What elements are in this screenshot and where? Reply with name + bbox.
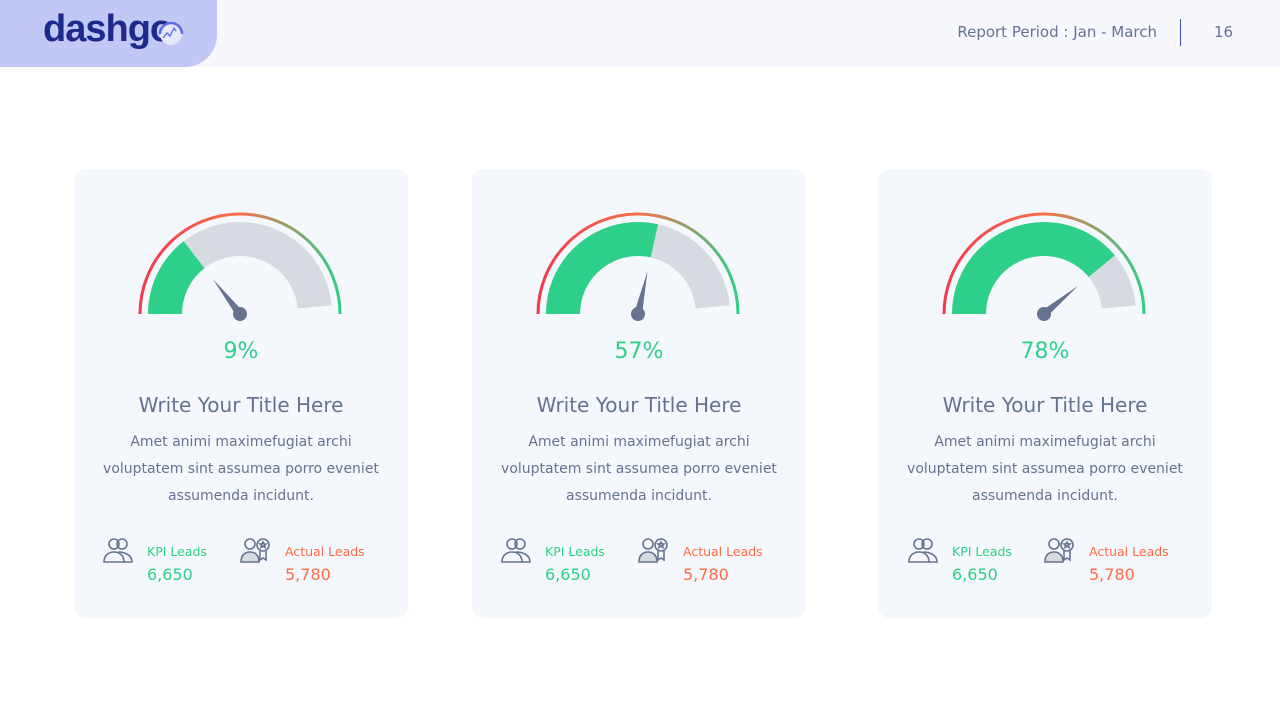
gauge-outer-arc <box>138 212 342 315</box>
gauge-needle <box>213 279 244 317</box>
users-award-icon <box>638 538 668 563</box>
kpi-value: 6,650 <box>147 565 193 584</box>
kpi-card: 57% Write Your Title Here Amet animi max… <box>472 169 806 618</box>
gauge-percent: 9% <box>223 339 259 364</box>
gauge-fill <box>546 222 659 314</box>
header-divider <box>1180 19 1181 46</box>
kpi-label: KPI Leads <box>952 544 1012 559</box>
gauge-needle-hub <box>233 307 247 321</box>
gauge-track <box>183 221 332 309</box>
gauge-needle <box>1041 285 1078 318</box>
actual-value: 5,780 <box>285 565 331 584</box>
report-period: Report Period : Jan - March <box>957 23 1157 41</box>
kpi-label: KPI Leads <box>545 544 605 559</box>
card-description: Amet animi maximefugiat archi voluptatem… <box>501 434 777 504</box>
kpi-value: 6,650 <box>952 565 998 584</box>
kpi-card: 78% Write Your Title Here Amet animi max… <box>878 169 1212 618</box>
actual-label: Actual Leads <box>285 544 365 559</box>
logo-text: dashgo <box>43 8 173 50</box>
card-description: Amet animi maximefugiat archi voluptatem… <box>907 434 1183 504</box>
actual-label: Actual Leads <box>683 544 763 559</box>
actual-value: 5,780 <box>683 565 729 584</box>
card-title: Write Your Title Here <box>536 393 742 417</box>
card-title: Write Your Title Here <box>138 393 344 417</box>
gauge-needle <box>634 271 648 315</box>
card-description: Amet animi maximefugiat archi voluptatem… <box>103 434 379 504</box>
gauge-track <box>650 224 730 309</box>
top-bar: dashgo Report Period : Jan - March 16 <box>0 0 1280 67</box>
gauge-fill <box>148 241 205 314</box>
logo-gauge-icon <box>158 21 184 45</box>
card-title: Write Your Title Here <box>942 393 1148 417</box>
kpi-label: KPI Leads <box>147 544 207 559</box>
gauge-percent: 57% <box>614 339 664 364</box>
actual-value: 5,780 <box>1089 565 1135 584</box>
gauge-fill <box>952 222 1115 314</box>
gauge-percent: 78% <box>1020 339 1070 364</box>
actual-label: Actual Leads <box>1089 544 1169 559</box>
gauge-outer-arc <box>942 212 1146 315</box>
users-icon <box>103 538 133 563</box>
kpi-value: 6,650 <box>545 565 591 584</box>
gauge-outer-arc <box>536 212 740 315</box>
gauge-needle-hub <box>1037 307 1051 321</box>
gauge <box>536 212 740 321</box>
gauge <box>138 212 342 321</box>
gauge-track <box>1088 255 1136 309</box>
users-icon <box>908 538 938 563</box>
users-icon <box>501 538 531 563</box>
users-award-icon <box>1044 538 1074 563</box>
gauge-needle-hub <box>631 307 645 321</box>
gauge <box>942 212 1146 321</box>
kpi-card: 9% Write Your Title Here Amet animi maxi… <box>74 169 408 618</box>
page-number: 16 <box>1214 23 1234 41</box>
users-award-icon <box>240 538 270 563</box>
logo: dashgo <box>0 0 217 67</box>
